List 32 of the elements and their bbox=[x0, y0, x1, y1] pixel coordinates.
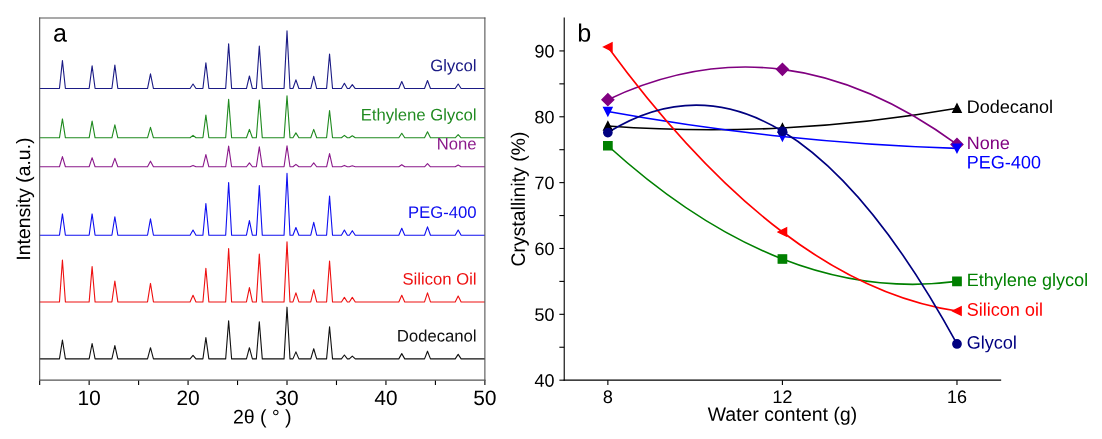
series-label: PEG-400 bbox=[409, 206, 476, 219]
y-tick-label: 70 bbox=[535, 176, 554, 190]
x-tick-label: 16 bbox=[948, 390, 967, 404]
y-axis-title: Intensity (a.u.) bbox=[15, 138, 35, 259]
y-tick-label: 50 bbox=[535, 308, 554, 322]
x-tick-label: 20 bbox=[177, 390, 199, 406]
series-label: Silicon Oil bbox=[403, 272, 476, 285]
x-axis-title: 2θ ( ° ) bbox=[233, 409, 291, 428]
series-label: None bbox=[968, 136, 1010, 150]
series-label: PEG-400 bbox=[968, 155, 1041, 169]
y-tick-label: 60 bbox=[535, 242, 554, 256]
x-tick-label: 10 bbox=[79, 390, 100, 406]
y-tick-label: 40 bbox=[534, 374, 554, 387]
y-tick-label: 90 bbox=[535, 44, 554, 58]
y-axis-title: Crystallinity (%) bbox=[510, 132, 529, 266]
series-label: Dodecanol bbox=[968, 99, 1052, 114]
x-axis-title: Water content (g) bbox=[707, 406, 856, 425]
series-label: Ethylene Glycol bbox=[362, 108, 476, 124]
series-label: None bbox=[438, 137, 476, 150]
x-tick-label: 40 bbox=[374, 390, 397, 406]
annotation: a bbox=[54, 28, 67, 42]
x-tick-label: 30 bbox=[276, 390, 298, 406]
annotation: b bbox=[578, 23, 591, 42]
x-tick-label: 50 bbox=[474, 390, 496, 406]
series-label: Dodecanol bbox=[398, 329, 476, 342]
x-tick-label: 8 bbox=[603, 390, 613, 404]
series-label: Glycol bbox=[967, 335, 1016, 353]
y-tick-label: 80 bbox=[535, 110, 554, 124]
x-tick-label: 12 bbox=[773, 390, 792, 403]
series-label: Glycol bbox=[431, 59, 476, 75]
series-label: Ethylene glycol bbox=[968, 272, 1087, 290]
series-label: Silicon oil bbox=[967, 302, 1042, 316]
